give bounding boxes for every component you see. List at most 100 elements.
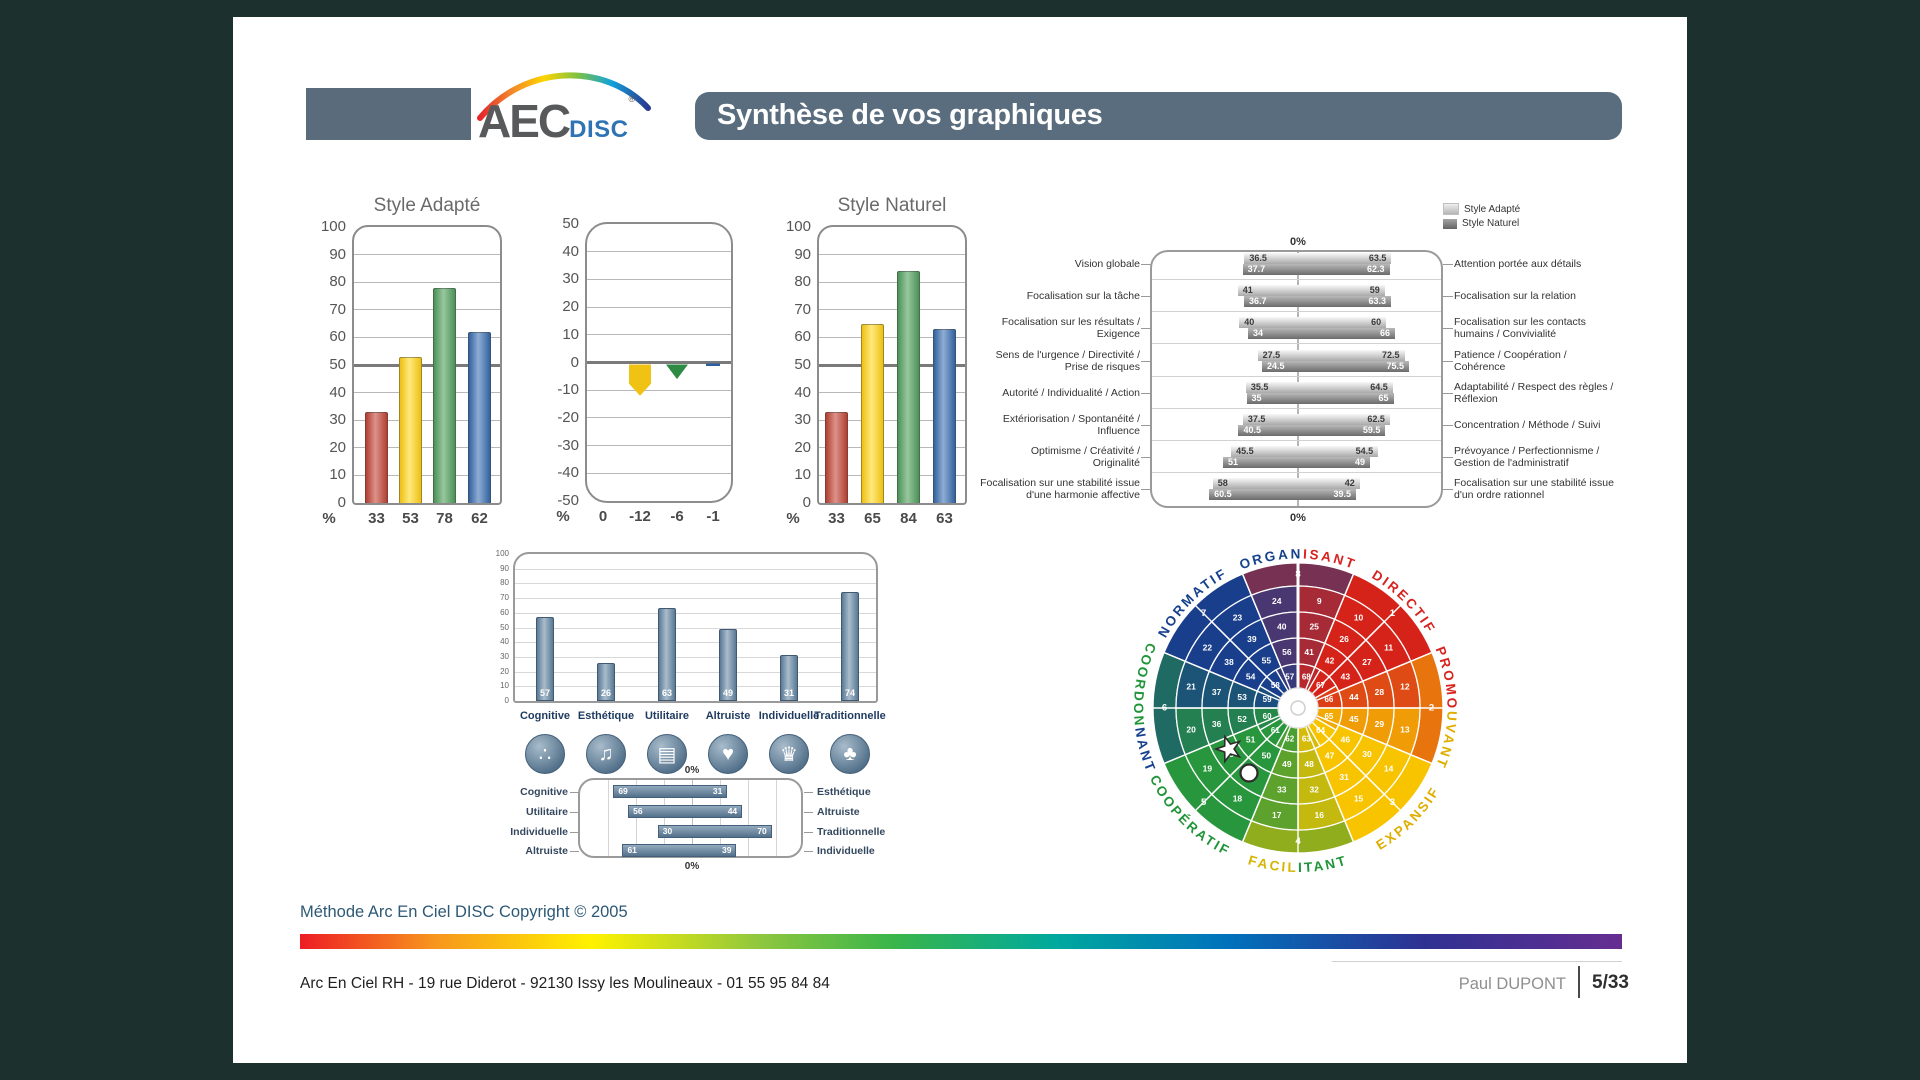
row-label-left: Vision globale — [1074, 258, 1140, 270]
bar-value-right: 70 — [757, 826, 767, 836]
bar-value: 78 — [436, 510, 453, 527]
row-label-right: Prévoyance / Perfectionnisme / Gestion d… — [1454, 445, 1600, 470]
gridline — [587, 472, 731, 474]
row-label-left: Autorité / Individualité / Action — [1002, 386, 1140, 399]
chart-valeurs-opposees: 0% 0% 69 31 Cognitive Esthétique 56 44 Utilitair… — [510, 765, 885, 872]
value-bar-label: 26 — [600, 688, 611, 698]
row-label-right: Adaptabilité / Respect des règles / Réfl… — [1454, 380, 1614, 405]
wheel-number: 2 — [1429, 703, 1434, 714]
page-number: 5/33 — [1592, 972, 1629, 993]
bar-value-right: 62.5 — [1367, 414, 1385, 424]
bar-yellow — [399, 356, 422, 503]
wheel-number: 57 — [1285, 673, 1294, 682]
pair-label-right: Altruiste — [817, 805, 860, 818]
chart-valeurs: 100 90 80 70 60 50 40 30 20 10 0 57 Cognitive ∴ 26 Esth… — [496, 549, 886, 774]
bar-value-left: 37.5 — [1247, 414, 1266, 424]
row-label-left: Focalisation sur une stabilité issue d'u… — [980, 477, 1140, 502]
row-leader-right — [1443, 425, 1453, 426]
row-label-right: Focalisation sur les contacts humains / … — [1454, 316, 1586, 341]
value-bar: 63 — [658, 608, 676, 701]
bar-value-left: 51 — [1228, 457, 1239, 468]
pair-leader-right — [804, 850, 813, 852]
y-tick-label: 0 — [504, 696, 509, 705]
gridline — [354, 363, 500, 367]
category-label: Altruiste — [705, 710, 751, 722]
pair-bar: 69 31 — [613, 785, 728, 798]
y-tick-label: 0 — [570, 353, 579, 371]
row-label-left: Focalisation sur la tâche — [1026, 290, 1140, 303]
value-bar-label: 49 — [722, 688, 733, 698]
wheel-number: 68 — [1302, 673, 1311, 682]
row-leader-left — [1141, 392, 1151, 394]
row-gridline — [1152, 311, 1441, 313]
y-tick-label: 40 — [329, 383, 346, 401]
altruiste-icon: ♥ — [708, 734, 748, 774]
bar-value-left: 30 — [662, 826, 673, 836]
y-tick-label: 60 — [794, 328, 811, 346]
y-tick-label: -20 — [557, 408, 579, 426]
wheel-number: 53 — [1237, 692, 1247, 702]
row-label-left: Extériorisation / Spontanéité / Influenc… — [1002, 413, 1140, 437]
chart-axes-comportementaux: 0% 0% Style Adapté Style Naturel 36.5 63.5 37.… — [980, 203, 1614, 524]
bar-value-left: 41 — [1242, 285, 1253, 296]
wheel-number: 66 — [1324, 695, 1333, 704]
v-gridline — [776, 780, 777, 856]
y-tick-label: 90 — [794, 245, 811, 263]
wheel-number: 39 — [1247, 634, 1257, 644]
pair-leader-left — [570, 850, 579, 852]
wheel-number: 23 — [1233, 612, 1243, 622]
row-gridline — [1152, 343, 1441, 345]
wheel-number: 25 — [1309, 622, 1319, 632]
wheel-number: 42 — [1325, 656, 1335, 666]
row-gridline — [1152, 440, 1441, 441]
axis-zero-top: 0% — [1290, 236, 1306, 248]
bar-value-right: 63.5 — [1368, 253, 1387, 263]
y-tick-label: 70 — [500, 593, 509, 603]
naturel-bar: 37.7 62.3 — [1242, 264, 1390, 275]
y-tick-label: 40 — [794, 383, 811, 401]
y-tick-label: 10 — [794, 466, 811, 484]
bar-value-right: 62.3 — [1367, 264, 1385, 274]
wheel-number: 19 — [1203, 764, 1213, 774]
wheel-number: 61 — [1271, 726, 1280, 735]
wheel-number: 33 — [1277, 784, 1287, 794]
bar-value-right: 54.5 — [1355, 446, 1374, 457]
y-tick-label: 30 — [329, 411, 346, 429]
gridline — [515, 598, 876, 600]
wheel-number: 38 — [1224, 657, 1234, 667]
chart-title: Style Adapté — [373, 195, 481, 216]
v-gridline — [664, 780, 665, 856]
wheel-number: 13 — [1400, 724, 1410, 734]
header-left-block — [306, 88, 471, 140]
aec-disc-logo — [465, 56, 665, 146]
row-leader-left — [1141, 360, 1151, 362]
delta-value: -1 — [706, 508, 720, 525]
pair-leader-left — [570, 791, 579, 793]
bar-value-left: 40.5 — [1243, 425, 1261, 435]
center-divider — [1297, 252, 1299, 506]
pair-leader-left — [570, 811, 579, 813]
legend-item: Style Naturel — [1443, 218, 1519, 229]
adapte-bar: 37.5 62.5 — [1242, 414, 1390, 425]
disc-wheel: 8 1 2 3 4 5 6 7 9 10 11 12 13 14 15 16 17 18 19 20 21 22 23 24 2… — [1123, 533, 1473, 883]
gridline — [587, 334, 731, 336]
bar-value-left: 61 — [627, 845, 637, 855]
bar-value-right: 60 — [1371, 317, 1382, 328]
pair-label-left: Altruiste — [525, 844, 568, 857]
naturel-bar: 34 66 — [1248, 328, 1396, 340]
row-leader-right — [1443, 489, 1453, 491]
y-tick-label: 30 — [794, 411, 811, 429]
pair-bar: 56 44 — [628, 805, 743, 818]
bar-value-right: 59 — [1369, 285, 1380, 296]
bar-blue — [468, 331, 491, 503]
wheel-number: 48 — [1304, 759, 1314, 769]
bar-value-right: 72.5 — [1382, 349, 1400, 360]
wheel-number: 67 — [1316, 681, 1325, 690]
y-tick-label: 80 — [794, 273, 811, 291]
naturel-bar: 60.5 39.5 — [1209, 489, 1357, 501]
legend-swatch-light — [1443, 203, 1459, 215]
gridline — [354, 419, 500, 421]
bar-value-left: 45.5 — [1236, 446, 1254, 457]
row-label-right: Focalisation sur une stabilité issue d'u… — [1454, 477, 1614, 502]
adapte-bar: 40 60 — [1239, 317, 1387, 329]
